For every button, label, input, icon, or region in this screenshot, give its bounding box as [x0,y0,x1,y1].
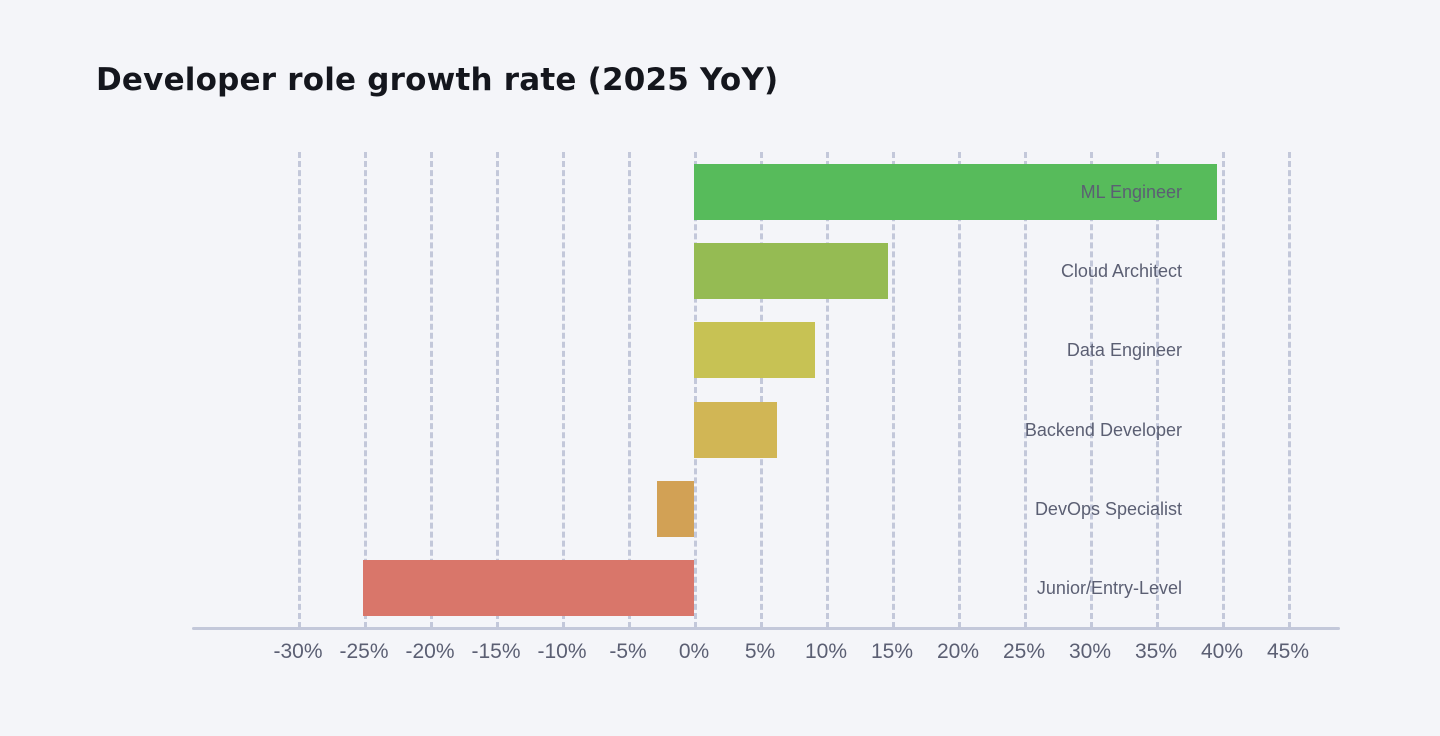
gridline [562,152,565,628]
x-axis-tick: 35% [1134,640,1178,663]
x-axis-tick: 45% [1266,640,1310,663]
gridline [1024,152,1027,628]
gridline [1222,152,1225,628]
x-axis-tick: 15% [870,640,914,663]
y-axis-label: Cloud Architect [1060,261,1182,281]
gridline [694,152,697,628]
bar[interactable] [657,481,694,537]
x-axis-tick: 25% [1002,640,1046,663]
x-axis-tick: -10% [537,640,587,663]
bar[interactable] [694,322,816,379]
gridline [892,152,895,628]
x-axis-tick-labels: -30% -25% -20% -15% -10% -5% 0% 5% 10% 15% 20% 25% 3… [192,640,1340,670]
x-axis-tick: 10% [804,640,848,663]
bar[interactable] [694,243,889,299]
gridline [826,152,829,628]
gridline [1090,152,1093,628]
x-axis-tick: -30% [273,640,323,663]
bar-series [192,152,1340,628]
gridline [760,152,763,628]
y-axis-label: Junior/Entry-Level [1036,578,1182,599]
gridline [1288,152,1291,628]
y-axis-label: Data Engineer [1066,340,1182,361]
x-axis-tick: 40% [1200,640,1244,663]
bar[interactable] [694,401,778,458]
bar[interactable] [362,560,694,617]
y-axis-label: DevOps Specialist [1034,499,1182,519]
x-axis-tick: 30% [1068,640,1112,663]
x-axis-tick: -15% [471,640,521,663]
gridline [958,152,961,628]
page-title: Developer role growth rate (2025 YoY) [96,62,779,98]
x-axis-tick: 0% [678,640,710,663]
gridline [1156,152,1159,628]
y-axis-labels: ML Engineer Cloud Architect Data Engineer B… [0,152,1340,628]
y-axis-label: Backend Developer [1024,419,1182,440]
x-axis-tick: -25% [339,640,389,663]
plot-area [192,152,1340,628]
gridlines [192,152,1340,628]
y-axis-label: ML Engineer [1080,181,1182,202]
x-axis-line [192,627,1340,630]
x-axis-tick: -5% [609,640,647,663]
bar[interactable] [694,163,1217,220]
gridline [364,152,367,628]
gridline [628,152,631,628]
x-axis-tick: -20% [405,640,455,663]
gridline [430,152,433,628]
x-axis-tick: 5% [744,640,776,663]
gridline [298,152,301,628]
gridline [496,152,499,628]
x-axis-tick: 20% [936,640,980,663]
